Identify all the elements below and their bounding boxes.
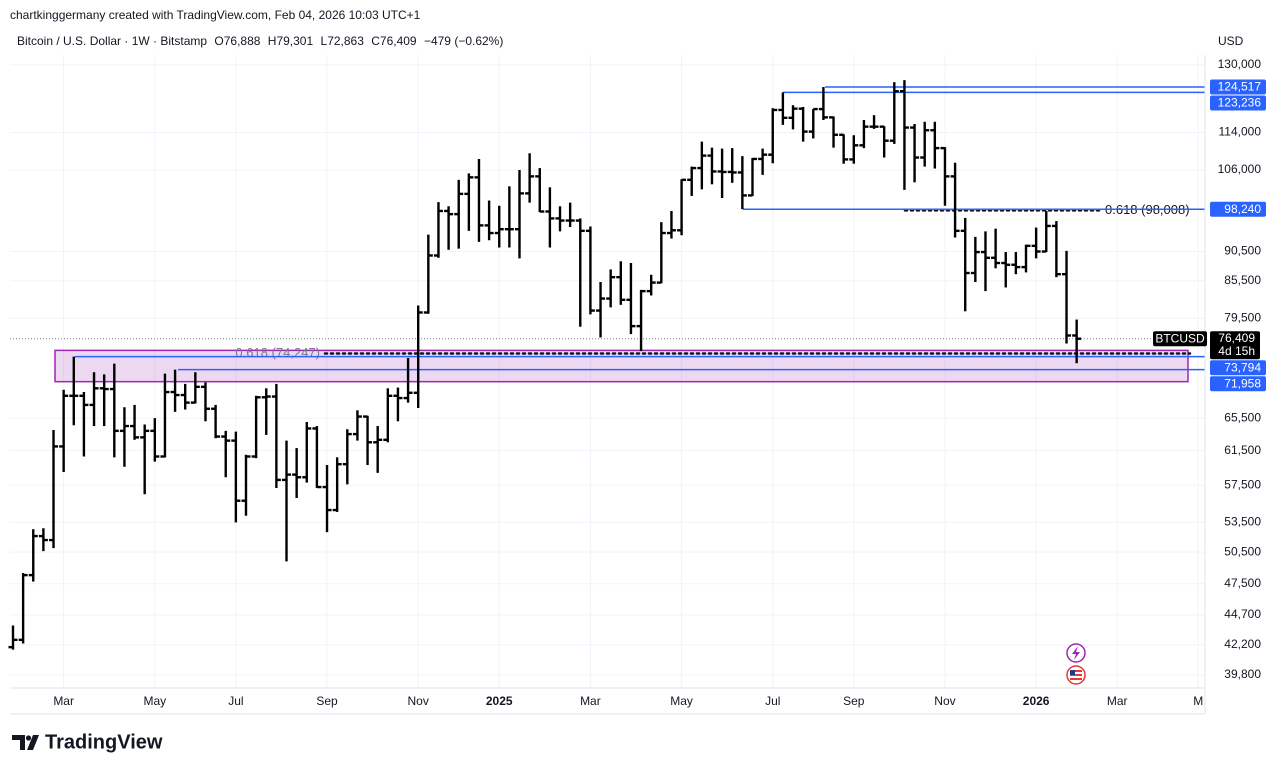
last-price-label: 76,409 [1218, 331, 1255, 345]
logo [12, 735, 39, 750]
ohlc-key: L [321, 34, 328, 48]
symbol: Bitcoin / U.S. Dollar · 1W · Bitstamp [17, 34, 207, 48]
y-tick-label: 53,500 [1224, 515, 1261, 529]
x-tick-label: Mar [53, 694, 74, 708]
y-tick-label: 106,000 [1218, 162, 1262, 176]
event-icon [1066, 643, 1086, 685]
x-tick-label: Sep [316, 694, 338, 708]
symbol-tag-label: BTCUSD [1155, 331, 1205, 345]
x-tick-label: Jul [228, 694, 243, 708]
y-tick-label: 130,000 [1218, 57, 1262, 71]
fib-label: 0.618 (74,247) [235, 345, 320, 360]
y-tick-label: 61,500 [1224, 443, 1261, 457]
price-tag-label: 123,236 [1218, 96, 1262, 110]
price-tag-label: 73,794 [1224, 360, 1261, 374]
y-tick-label: 85,500 [1224, 273, 1261, 287]
plot-area: 0.618 (98,008)0.618 (74,247) [8, 55, 1205, 688]
y-tick-label: 114,000 [1219, 125, 1262, 139]
currency-button[interactable] [1210, 30, 1266, 54]
y-tick-label: 39,800 [1224, 667, 1261, 681]
ohlc-value: 76,409 [380, 34, 417, 48]
ohlc-key: C [371, 34, 380, 48]
logo-text: TradingView [45, 731, 163, 753]
x-tick-label: Sep [843, 694, 865, 708]
price-tag [1210, 376, 1266, 392]
last-price-tag [1210, 331, 1260, 360]
byline: chartkinggermany created with TradingVie… [10, 8, 421, 22]
price-tag [1210, 95, 1266, 111]
x-tick-label: Jul [765, 694, 780, 708]
price-tag-label: 124,517 [1218, 80, 1262, 94]
currency[interactable]: USD [1218, 34, 1244, 48]
y-tick-label: 42,200 [1224, 637, 1261, 651]
y-tick-label: 47,500 [1224, 576, 1261, 590]
x-tick-label: 2025 [486, 694, 513, 708]
y-tick-label: 50,500 [1224, 544, 1261, 558]
ohlc-value: 72,863 [327, 34, 364, 48]
y-tick-label: 79,500 [1224, 310, 1261, 324]
x-tick-label: Mar [580, 694, 601, 708]
x-tick-label: Nov [934, 694, 955, 708]
x-tick-label: M [1193, 694, 1203, 708]
ohlc-value: 79,301 [276, 34, 313, 48]
x-tick-label: May [670, 694, 693, 708]
ohlc-key: O [214, 34, 223, 48]
symbol-tag [1153, 331, 1207, 347]
y-tick-label: 90,500 [1224, 244, 1261, 258]
change: −479 (−0.62%) [424, 34, 503, 48]
x-tick-label: Mar [1107, 694, 1128, 708]
price-tag-label: 71,958 [1224, 376, 1261, 390]
y-tick-label: 57,500 [1224, 477, 1261, 491]
price-tag-label: 98,240 [1224, 202, 1261, 216]
ohlc-value: 76,888 [224, 34, 261, 48]
y-tick-label: 44,700 [1224, 607, 1261, 621]
symbol-legend: Bitcoin / U.S. Dollar · 1W · Bitstamp O7… [17, 34, 503, 48]
price-tag [1210, 360, 1266, 376]
price-tag [1210, 79, 1266, 95]
ohlc-key: H [268, 34, 277, 48]
x-tick-label: 2026 [1023, 694, 1050, 708]
x-tick-label: May [143, 694, 166, 708]
x-tick-label: Nov [408, 694, 429, 708]
price-tag [1210, 201, 1266, 217]
y-tick-label: 65,500 [1224, 410, 1261, 424]
zone [54, 349, 1189, 383]
countdown: 4d 15h [1218, 344, 1255, 358]
